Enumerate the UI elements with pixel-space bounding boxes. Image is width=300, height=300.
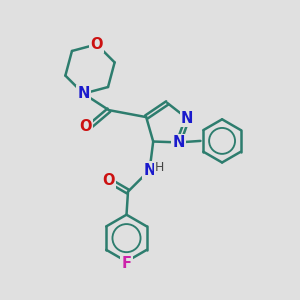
Text: N: N	[77, 86, 90, 101]
Text: O: O	[90, 37, 103, 52]
Text: O: O	[80, 119, 92, 134]
Text: N: N	[172, 135, 185, 150]
Text: H: H	[154, 161, 164, 174]
Text: F: F	[122, 256, 131, 272]
Text: N: N	[143, 163, 156, 178]
Text: N: N	[181, 111, 194, 126]
Text: O: O	[102, 173, 115, 188]
